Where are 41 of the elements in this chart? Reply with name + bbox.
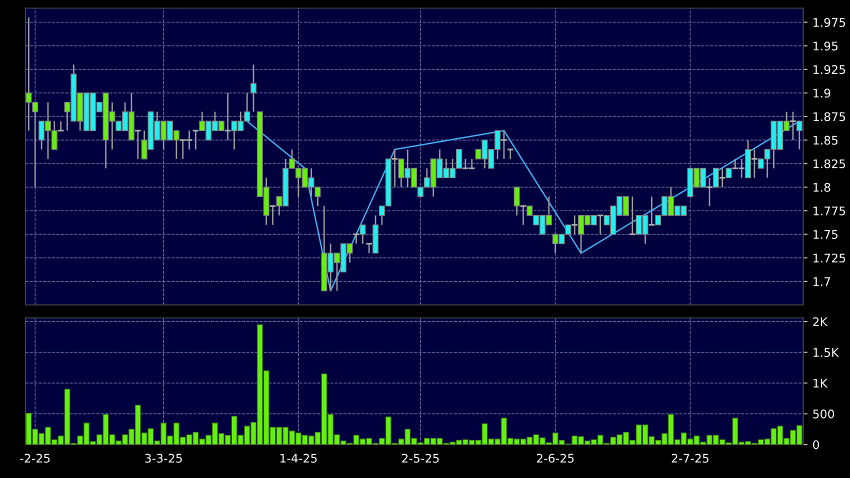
- candlestick: [706, 177, 714, 207]
- candlestick: [250, 64, 256, 112]
- candlestick: [520, 205, 527, 226]
- y-tick-label: 1.85: [814, 136, 838, 145]
- candlestick: [596, 214, 604, 235]
- candlestick: [726, 168, 732, 178]
- y-tick-label: 1.775: [814, 206, 846, 216]
- x-tick-label: -2-25: [20, 454, 50, 463]
- candlestick: [712, 168, 719, 188]
- y-tick-label: 1.975: [814, 18, 846, 27]
- y-tick-label: 1.825: [814, 159, 846, 168]
- x-tick-label: 2-7-25: [672, 454, 708, 463]
- x-tick-label: 2-5-25: [402, 454, 439, 463]
- y-tick-label: 1.9: [814, 88, 830, 98]
- x-tick-label: 3-3-25: [145, 454, 182, 463]
- y-tick-label: 1.875: [814, 112, 846, 122]
- y-tick-label: 2K: [813, 317, 828, 326]
- y-tick-label: 1.725: [814, 254, 846, 262]
- candlestick: [570, 214, 578, 235]
- candlestick: [360, 224, 366, 244]
- y-tick-label: 1.7: [814, 277, 830, 286]
- candlestick: [134, 130, 142, 160]
- candlestick: [796, 120, 802, 150]
- x-tick-label: 2-6-25: [536, 454, 574, 463]
- candlestick: [500, 130, 508, 160]
- candlestick: [628, 196, 636, 236]
- y-tick-label: 0: [813, 440, 820, 450]
- candlestick: [514, 186, 520, 216]
- y-tick-label: 1.925: [814, 65, 846, 74]
- y-tick-label: 1.95: [814, 42, 838, 50]
- x-tick-label: 1-4-25: [280, 454, 317, 463]
- y-tick-label: 1K: [814, 378, 828, 388]
- y-tick-label: 1.5K: [814, 348, 840, 357]
- candlestick: [269, 205, 276, 226]
- candlestick: [789, 111, 797, 141]
- y-tick-label: 500: [813, 410, 834, 418]
- candlestick: [750, 148, 758, 178]
- candlestick: [506, 148, 514, 160]
- candlestick: [365, 242, 373, 254]
- y-tick-label: 1.8: [814, 182, 830, 192]
- y-tick-label: 1.75: [814, 230, 838, 239]
